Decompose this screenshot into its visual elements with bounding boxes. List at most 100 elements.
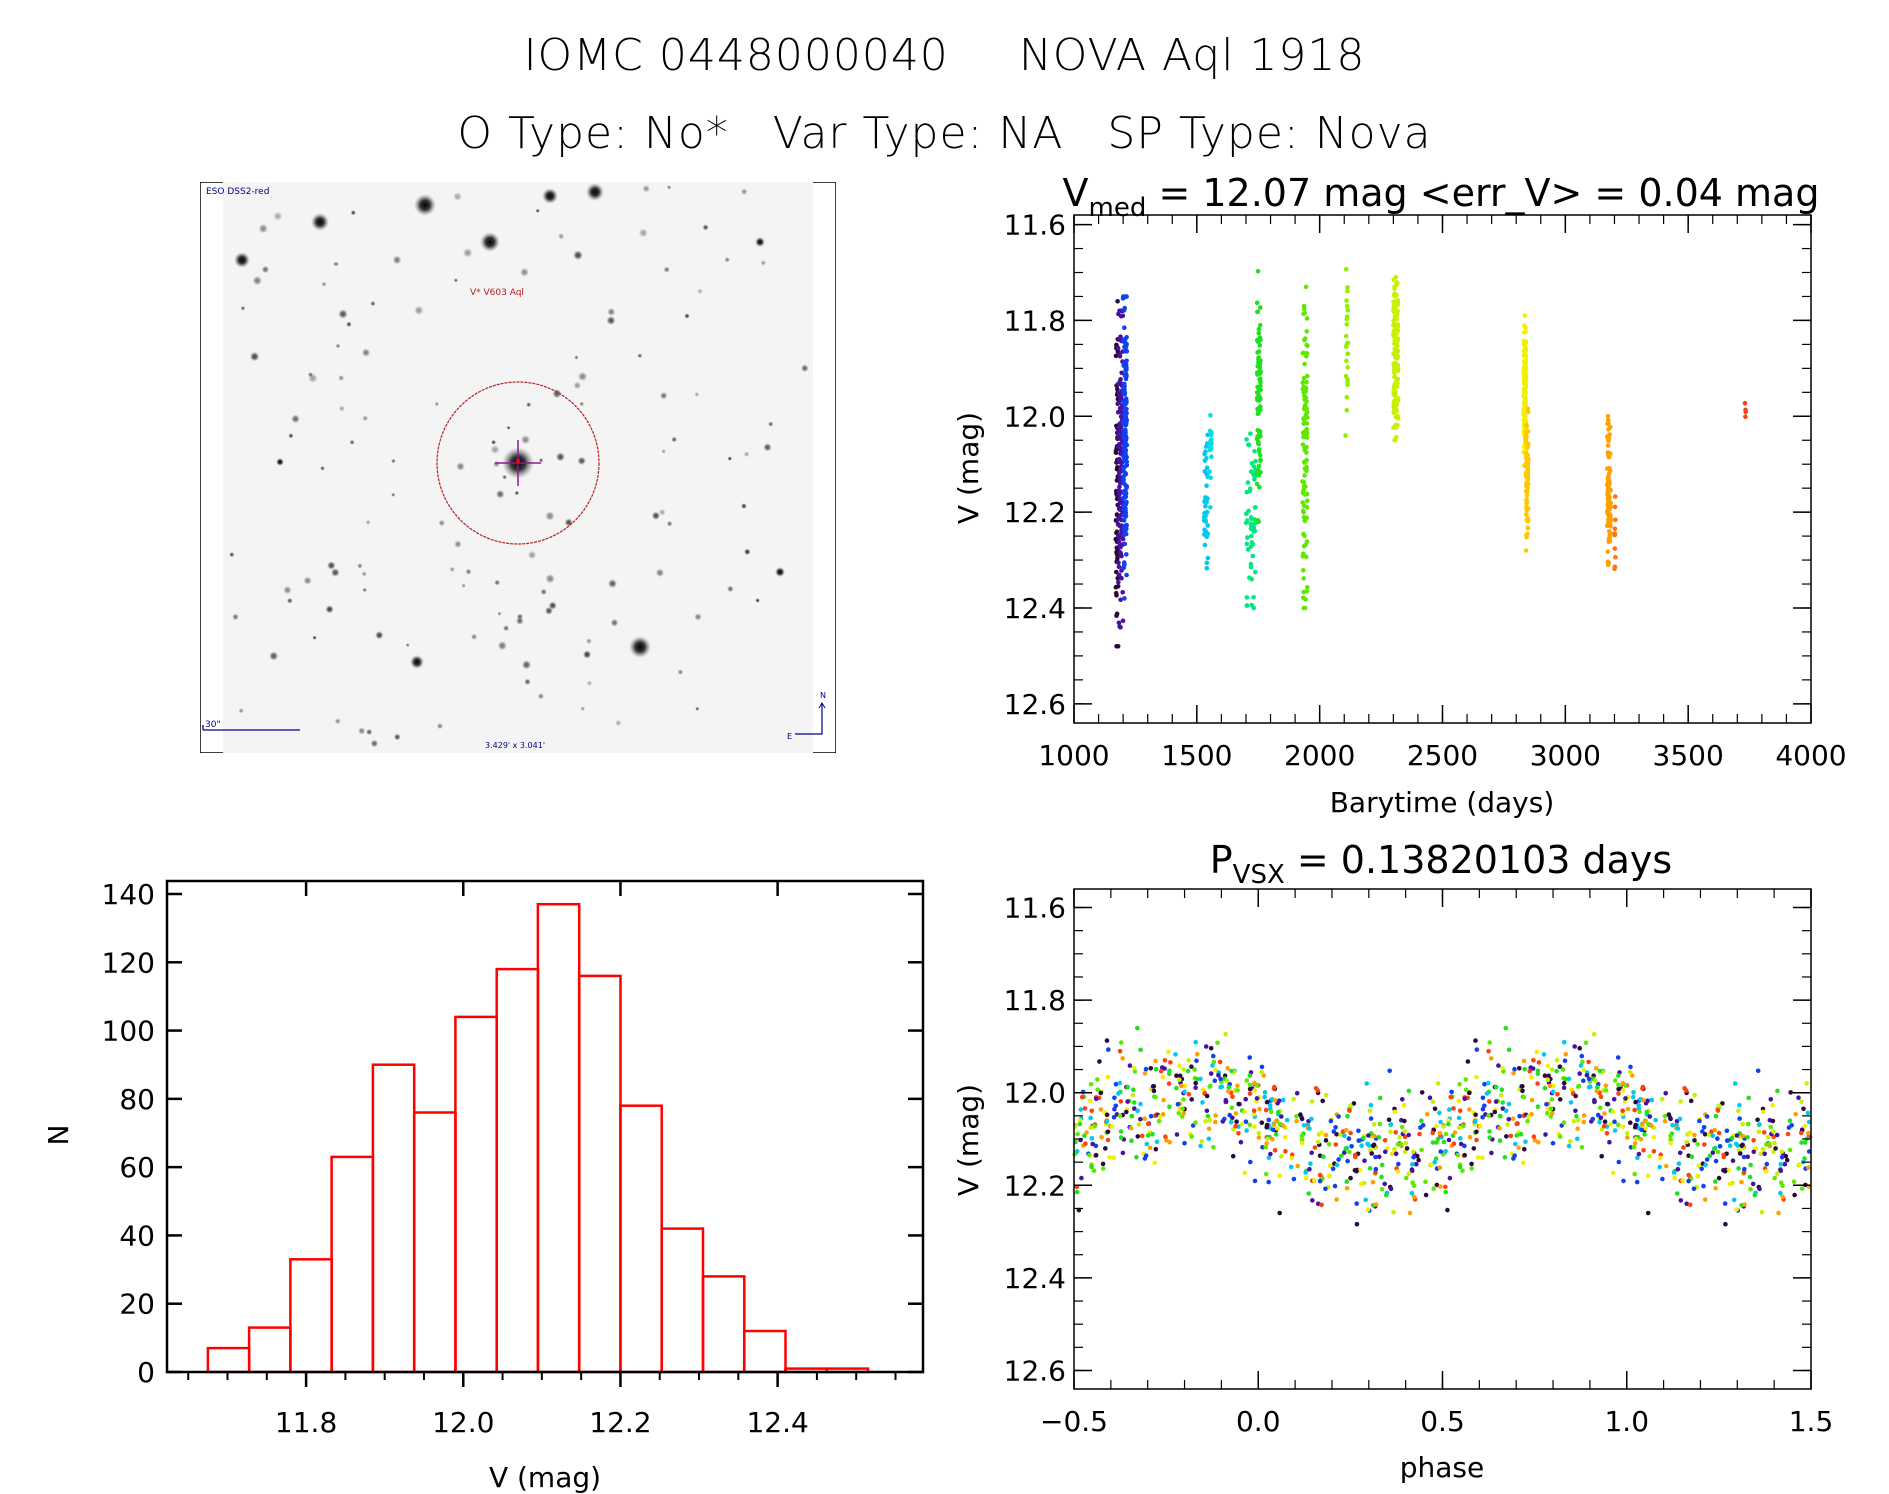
phased-point [1160, 1112, 1166, 1117]
lightcurve-point [1391, 425, 1396, 430]
phased-point [1597, 1068, 1603, 1074]
phased-point [1166, 1049, 1171, 1055]
phased-point [1799, 1099, 1804, 1104]
phased-point [1307, 1126, 1312, 1131]
phased-axes: −0.5 0.0 0.5 1.0 1.5 11.6 11.8 12.0 12.2 12.4 12.6 [1004, 888, 1833, 1438]
lightcurve-point [1606, 539, 1611, 545]
phased-point [1529, 1112, 1534, 1117]
phased-point [1387, 1068, 1392, 1074]
phased-point [1462, 1152, 1467, 1158]
phased-point [1270, 1127, 1276, 1133]
star [370, 300, 376, 307]
lightcurve-point [1116, 620, 1122, 626]
phased-point [1699, 1166, 1704, 1172]
lightcurve-point [1116, 427, 1122, 432]
phased-point [1103, 1146, 1108, 1151]
lightcurve-point [1255, 434, 1260, 439]
star [497, 611, 502, 616]
lightcurve-point [1118, 544, 1123, 550]
phased-point [1574, 1113, 1579, 1119]
phased-point [1203, 1044, 1209, 1049]
phased-point [1645, 1173, 1651, 1178]
phased-point [1248, 1159, 1253, 1165]
survey-label: ESO DSS2-red [206, 187, 269, 197]
phased-point [1802, 1140, 1808, 1145]
lightcurve-point [1247, 486, 1253, 492]
phased-point [1634, 1179, 1640, 1185]
phased-point [1342, 1150, 1347, 1155]
phased-point [1722, 1201, 1728, 1206]
lightcurve-point [1257, 361, 1263, 367]
phased-point [1226, 1089, 1231, 1094]
phased-point [1543, 1132, 1548, 1137]
phased-point [1647, 1153, 1652, 1159]
phased-point [1148, 1066, 1154, 1071]
phased-point [1713, 1158, 1719, 1164]
phased-point [1497, 1138, 1503, 1143]
phased-point [1737, 1151, 1743, 1156]
lightcurve-point [1253, 569, 1258, 575]
y-tick-label: 0 [137, 1356, 155, 1389]
phased-point [1692, 1138, 1697, 1143]
lightcurve-point [1203, 504, 1208, 509]
lightcurve-point [1204, 530, 1209, 536]
star [349, 439, 355, 445]
lightcurve-point [1204, 565, 1210, 571]
phased-point [1581, 1067, 1587, 1073]
phased-point [1474, 1074, 1479, 1080]
phased-point [1554, 1058, 1560, 1063]
lightcurve-point [1393, 414, 1399, 420]
phased-point [1279, 1114, 1284, 1119]
lightcurve-point [1121, 455, 1127, 460]
phased-point [1625, 1106, 1631, 1112]
phased-point [1520, 1160, 1526, 1166]
phased-point [1309, 1099, 1315, 1104]
phased-point [1348, 1130, 1353, 1136]
lightcurve-point [1302, 402, 1308, 408]
phased-point [1144, 1141, 1150, 1147]
lightcurve-point [1205, 496, 1210, 501]
lightcurve-point [1605, 549, 1610, 554]
phased-point [1525, 1118, 1530, 1124]
phased-point [1323, 1138, 1329, 1143]
phased-point [1534, 1049, 1540, 1055]
phased-point [1784, 1157, 1790, 1163]
phased-point [1215, 1040, 1220, 1046]
phased-point [1315, 1088, 1320, 1093]
phased-point [1521, 1058, 1527, 1064]
phased-point [1093, 1152, 1099, 1158]
lightcurve-point [1301, 483, 1307, 489]
phased-point [1243, 1119, 1249, 1124]
phased-point [1181, 1067, 1186, 1072]
phased-point [1080, 1089, 1086, 1095]
phased-point [1457, 1164, 1463, 1170]
phased-point [1179, 1083, 1184, 1089]
lightcurve-point [1521, 342, 1527, 347]
y-tick-label: 12.0 [1004, 400, 1066, 433]
lightcurve-point [1115, 299, 1120, 304]
phased-point [1136, 1122, 1142, 1127]
phased-point [1621, 1178, 1626, 1184]
histogram-bar [660, 1227, 705, 1374]
star [607, 578, 618, 589]
lightcurve-point [1123, 494, 1128, 500]
phased-point [1132, 1069, 1138, 1074]
lightcurve-point [1522, 323, 1527, 329]
x-tick-label: 0.5 [1420, 1405, 1465, 1438]
phased-point [1473, 1038, 1478, 1043]
lightcurve-point [1395, 308, 1400, 314]
star [607, 307, 616, 317]
phased-point [1437, 1165, 1443, 1170]
phased-point [1628, 1069, 1633, 1075]
phased-point [1263, 1171, 1269, 1177]
star [586, 183, 604, 201]
phased-point [1264, 1099, 1270, 1105]
lightcurve-point [1304, 467, 1309, 473]
star [489, 235, 495, 241]
phased-point [1678, 1099, 1683, 1104]
lightcurve-point [1205, 523, 1211, 528]
phased-point [1640, 1086, 1645, 1091]
phased-point [1135, 1025, 1140, 1031]
lightcurve-point [1257, 376, 1262, 382]
phased-point [1542, 1085, 1548, 1091]
